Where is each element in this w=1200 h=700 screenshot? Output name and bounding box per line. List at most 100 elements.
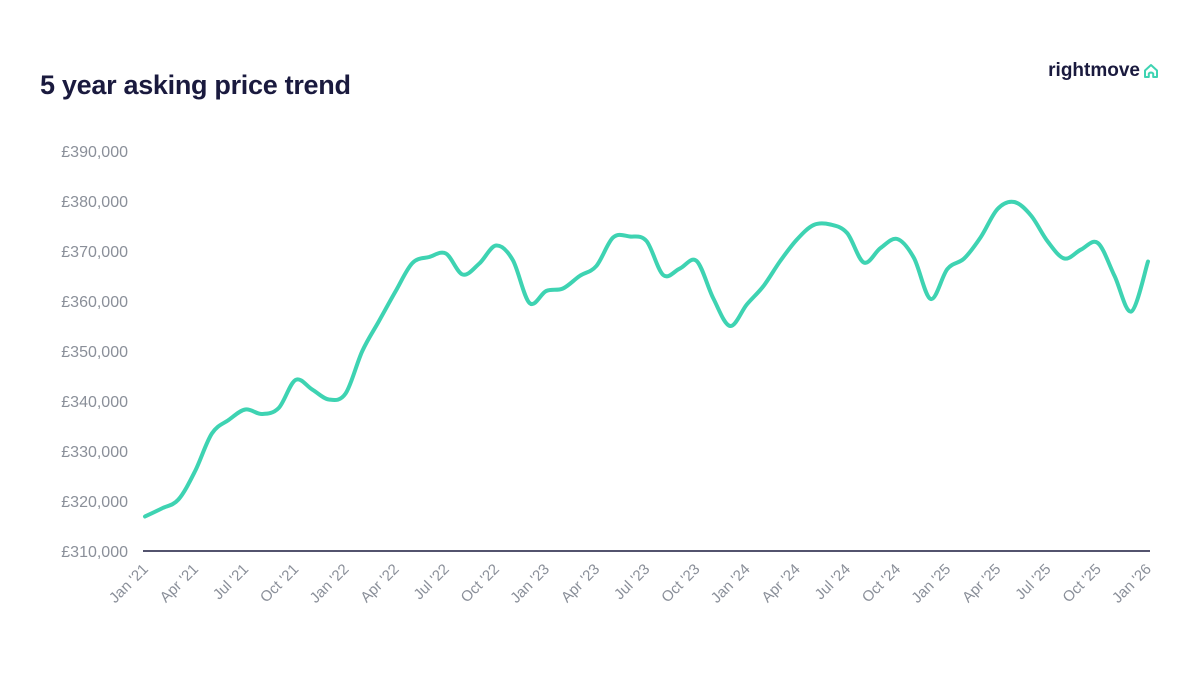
data-point	[561, 287, 565, 291]
data-point	[1029, 214, 1033, 218]
x-tick-label: Jul '25	[1012, 561, 1054, 603]
y-tick-label: £360,000	[61, 294, 128, 311]
x-tick-label: Apr '23	[558, 561, 603, 606]
data-point	[912, 256, 916, 260]
x-tick-label: Jan '26	[1109, 561, 1155, 607]
x-tick-label: Oct '21	[257, 561, 302, 606]
series-line-asking-price	[143, 199, 1150, 519]
data-point	[477, 262, 481, 266]
data-point	[1129, 310, 1133, 314]
data-point	[1012, 200, 1016, 204]
y-tick-label: £340,000	[61, 394, 128, 411]
data-point	[879, 246, 883, 250]
y-tick-label: £350,000	[61, 344, 128, 361]
data-point	[745, 303, 749, 307]
data-point	[260, 412, 264, 416]
y-tick-label: £380,000	[61, 194, 128, 211]
data-point	[427, 255, 431, 259]
data-point	[1096, 241, 1100, 245]
x-tick-label: Jan '25	[908, 561, 954, 607]
data-point	[661, 273, 665, 277]
data-point	[962, 257, 966, 261]
data-point	[310, 388, 314, 392]
data-point	[628, 235, 632, 239]
data-point	[444, 252, 448, 256]
x-tick-label: Oct '24	[859, 561, 904, 606]
data-point	[227, 418, 231, 422]
data-point	[210, 432, 214, 436]
data-point	[377, 319, 381, 323]
rightmove-logo: rightmove	[1048, 60, 1160, 82]
y-tick-label: £390,000	[61, 144, 128, 161]
chart-title: 5 year asking price trend	[40, 70, 351, 100]
plot-area	[143, 199, 1150, 519]
data-point	[762, 284, 766, 288]
data-point	[360, 349, 364, 353]
data-point	[1062, 257, 1066, 261]
x-axis: Jan '21 Apr '21 Jul '21 Oct '21 Jan '22 Apr '…	[106, 550, 1155, 607]
data-point	[344, 392, 348, 396]
data-point	[945, 267, 949, 271]
data-point	[511, 258, 515, 262]
data-point	[711, 297, 715, 301]
data-point	[929, 297, 933, 301]
x-tick-label: Apr '21	[157, 561, 202, 606]
data-point	[578, 274, 582, 278]
x-tick-label: Jan '21	[106, 561, 152, 607]
data-point	[862, 261, 866, 265]
data-point	[327, 398, 331, 402]
data-point	[494, 244, 498, 248]
data-point	[996, 207, 1000, 211]
x-tick-label: Oct '22	[458, 561, 503, 606]
x-tick-label: Jul '22	[410, 561, 452, 603]
data-point	[394, 289, 398, 293]
data-point	[176, 498, 180, 502]
x-tick-label: Jul '24	[812, 561, 854, 603]
data-point	[728, 324, 732, 328]
brand-name: rightmove	[1048, 60, 1140, 81]
house-outline-icon	[1144, 64, 1158, 78]
data-point	[645, 239, 649, 243]
data-point	[193, 469, 197, 473]
data-point	[1113, 274, 1117, 278]
data-point	[611, 236, 615, 240]
x-tick-label: Jul '23	[611, 561, 653, 603]
x-tick-label: Apr '22	[357, 561, 402, 606]
data-point	[895, 237, 899, 241]
x-tick-label: Apr '24	[758, 561, 803, 606]
data-point	[527, 301, 531, 305]
y-tick-label: £310,000	[61, 544, 128, 561]
data-point	[410, 261, 414, 265]
data-point	[544, 289, 548, 293]
y-tick-label: £370,000	[61, 244, 128, 261]
x-tick-label: Jan '22	[307, 561, 353, 607]
x-tick-label: Oct '25	[1059, 561, 1104, 606]
data-point	[695, 259, 699, 263]
x-tick-label: Jan '23	[507, 561, 553, 607]
x-tick-label: Jan '24	[708, 561, 754, 607]
y-tick-label: £330,000	[61, 444, 128, 461]
y-axis: £310,000 £320,000 £330,000 £340,000 £350,000…	[61, 144, 128, 561]
data-point	[678, 267, 682, 271]
data-point	[243, 408, 247, 412]
data-point	[277, 406, 281, 410]
data-point	[461, 273, 465, 277]
data-point	[778, 259, 782, 263]
data-point	[979, 235, 983, 239]
data-point	[1079, 248, 1083, 252]
x-tick-label: Apr '25	[959, 561, 1004, 606]
y-tick-label: £320,000	[61, 494, 128, 511]
data-point	[293, 378, 297, 382]
data-point	[1146, 260, 1150, 264]
data-point	[795, 238, 799, 242]
data-point	[594, 264, 598, 268]
data-point	[812, 223, 816, 227]
data-point	[828, 223, 832, 227]
data-point	[143, 515, 147, 519]
data-point	[845, 231, 849, 235]
x-tick-label: Jul '21	[210, 561, 252, 603]
data-point	[1046, 240, 1050, 244]
data-point	[160, 507, 164, 511]
x-tick-label: Oct '23	[658, 561, 703, 606]
